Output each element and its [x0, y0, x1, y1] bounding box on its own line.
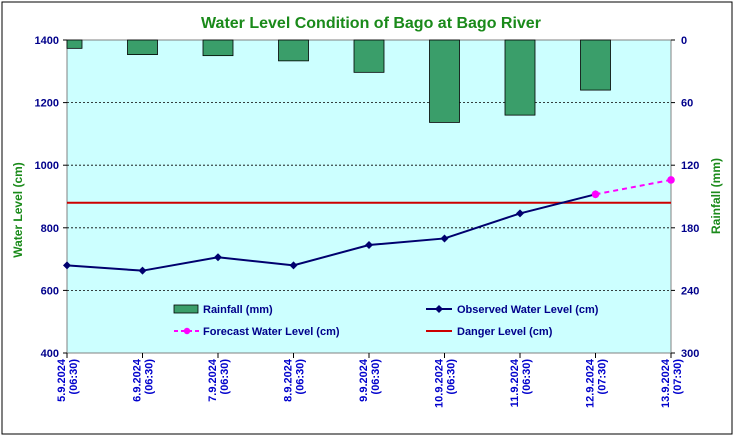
x-tick-label-date: 6.9.2024: [132, 358, 144, 402]
rainfall-bar: [580, 39, 611, 91]
observed-water-level-point: [289, 261, 298, 270]
rainfall-bar: [278, 39, 309, 62]
gridlines: [67, 102, 671, 291]
y-tick-label: 600: [41, 285, 59, 297]
legend-label-observed: Observed Water Level (cm): [457, 304, 599, 316]
y-tick-label: 1000: [35, 160, 59, 172]
x-tick-label-time: (06:30): [219, 359, 231, 395]
rainfall-bar: [504, 39, 536, 116]
observed-water-level-point: [63, 261, 71, 270]
legend-label-rainfall: Rainfall (mm): [203, 304, 273, 316]
y2-axis-label: Rainfall (mm): [709, 158, 723, 234]
rainfall-bar: [202, 39, 234, 57]
y2-tick-label: 0: [681, 35, 687, 47]
x-tick-label-date: 11.9.2024: [509, 358, 521, 407]
chart-title: Water Level Condition of Bago at Bago Ri…: [201, 15, 541, 32]
y2-tick-label: 240: [681, 285, 699, 297]
observed-water-level-line: [66, 193, 596, 272]
forecast-water-level-point: [667, 176, 675, 184]
legend-swatch-rainfall: [173, 304, 199, 314]
y2-tick-label: 300: [681, 348, 699, 360]
observed-water-level-point: [214, 253, 222, 262]
plot-area: [66, 39, 672, 354]
water-level-lines: [63, 176, 675, 275]
x-tick-label-time: (06:30): [295, 359, 307, 395]
x-tick-label-date: 7.9.2024: [207, 358, 219, 402]
rainfall-bar: [429, 39, 460, 123]
observed-water-level-point: [365, 241, 373, 250]
x-tick-label-time: (06:30): [370, 359, 382, 395]
y-tick-label: 1200: [35, 98, 59, 110]
rainfall-bars: [66, 39, 611, 123]
observed-water-level-point: [138, 266, 147, 275]
x-tick-label-date: 9.9.2024: [358, 358, 370, 402]
x-tick-label-time: (07:30): [672, 359, 684, 395]
axis-ticks: 1400 1200 1000 800 600 400 0 60 120 180 240 300 5.9.…: [35, 35, 700, 408]
x-tick-label-date: 5.9.2024: [56, 358, 68, 402]
y-tick-label: 1400: [35, 35, 59, 47]
x-tick-label-date: 13.9.2024: [660, 358, 672, 408]
rainfall-bar: [353, 39, 385, 73]
legend-marker-forecast: [183, 327, 191, 335]
y2-tick-label: 120: [681, 160, 699, 172]
x-tick-label-date: 12.9.2024: [585, 358, 597, 408]
x-tick-label-time: (07:30): [597, 359, 609, 395]
legend-label-danger: Danger Level (cm): [457, 326, 553, 338]
x-tick-label-date: 10.9.2024: [434, 358, 446, 408]
observed-water-level-point: [516, 209, 524, 218]
legend: Rainfall (mm) Observed Water Level (cm) …: [173, 304, 599, 338]
y2-tick-label: 60: [681, 98, 693, 110]
legend-label-forecast: Forecast Water Level (cm): [203, 326, 340, 338]
x-tick-label-date: 8.9.2024: [283, 358, 295, 402]
forecast-water-level-line: [595, 178, 672, 196]
forecast-water-level-point: [591, 190, 600, 199]
y2-tick-label: 180: [681, 223, 699, 235]
x-tick-label-time: (06:30): [68, 359, 80, 395]
legend-marker-observed: [435, 305, 443, 313]
x-tick-label-time: (06:30): [144, 359, 156, 395]
x-tick-label-time: (06:30): [446, 359, 458, 395]
y-tick-label: 800: [41, 223, 59, 235]
observed-water-level-point: [440, 234, 449, 243]
rainfall-bar: [66, 39, 83, 49]
x-tick-label-time: (06:30): [521, 359, 533, 395]
rainfall-bar: [127, 39, 158, 56]
y-axis-label: Water Level (cm): [11, 162, 25, 258]
y-tick-label: 400: [41, 348, 59, 360]
